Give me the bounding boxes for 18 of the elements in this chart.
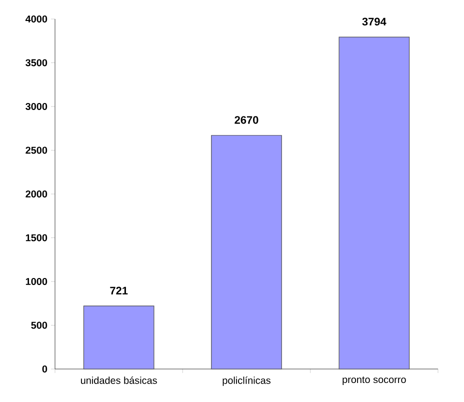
y-tick-label: 3500 [26,59,48,66]
y-tick-label: 2500 [26,146,48,154]
y-tick-label: 0 [42,365,48,373]
x-tick-label: policlínicas [222,376,270,386]
bar [338,36,410,370]
x-tick-label: pronto socorro [342,376,406,386]
y-tick-label: 3000 [26,102,48,110]
y-tick-label: 500 [31,322,48,329]
x-tick-label: unidades básicas [80,376,157,384]
bar [83,306,154,370]
y-tick-label: 2000 [26,190,48,198]
bar [211,135,282,370]
y-tick-label: 4000 [25,15,48,23]
y-tick-label: 1000 [26,278,48,286]
data-label: 2670 [234,116,258,124]
data-label: 3794 [362,18,386,26]
data-label: 721 [110,286,128,294]
y-tick-label: 1500 [26,234,48,242]
